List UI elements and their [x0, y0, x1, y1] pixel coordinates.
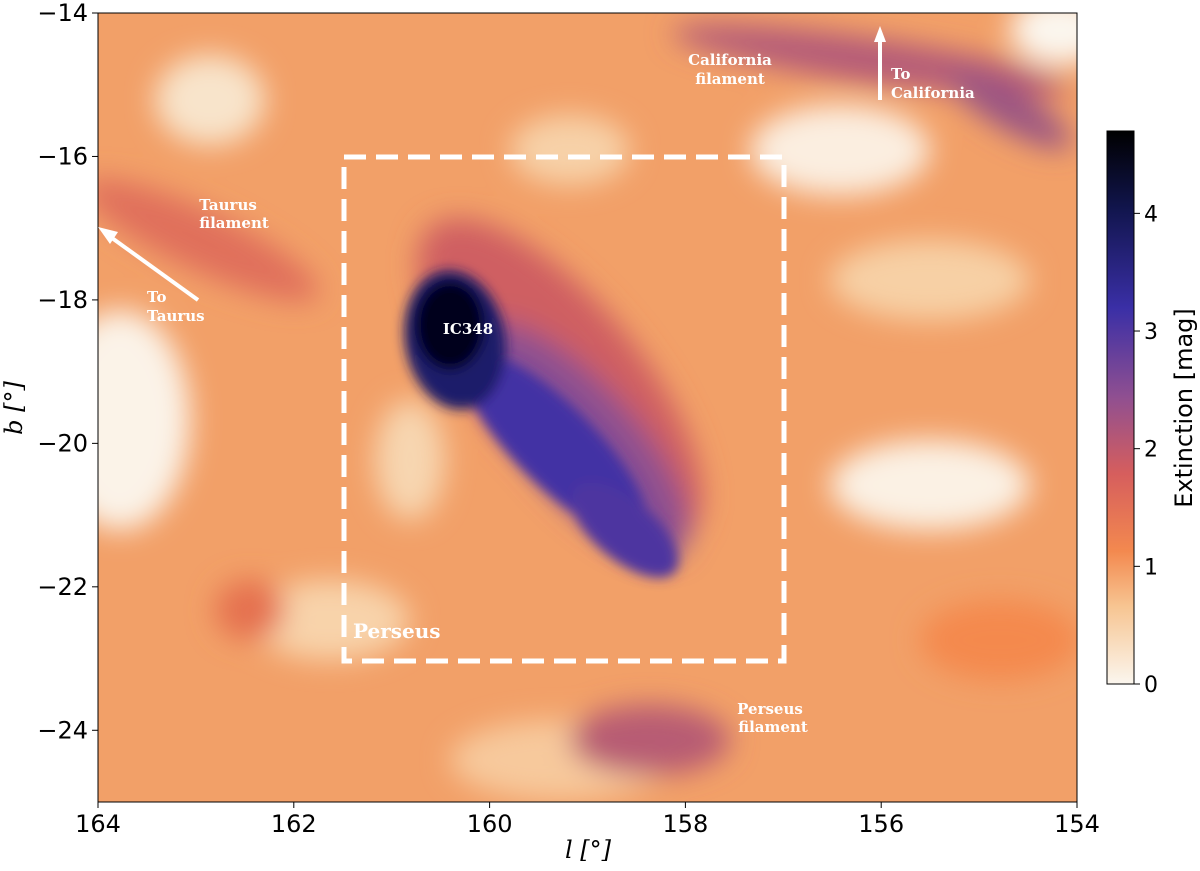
x-tick-label: 160 — [467, 810, 513, 838]
low-extinction-region — [750, 105, 930, 195]
perseus-ridge-south — [571, 482, 679, 578]
to-taurus-label-line2: Taurus — [147, 307, 205, 325]
arrow-to-california — [874, 26, 886, 100]
perseus-dense-core — [404, 270, 679, 578]
x-axis: 164 162 160 158 156 154 — [75, 802, 1100, 838]
y-tick-label: −22 — [37, 573, 88, 601]
colorbar-label: Extinction [mag] — [1170, 308, 1198, 508]
y-axis: −14 −16 −18 −20 −22 −24 — [37, 0, 98, 744]
x-tick-label: 158 — [662, 810, 708, 838]
ic348-core — [415, 280, 485, 370]
y-tick-label: −24 — [37, 716, 88, 744]
perseus-box-label: Perseus — [353, 619, 441, 643]
y-tick-label: −16 — [37, 142, 88, 170]
colorbar: 0 1 2 3 4 Extinction [mag] — [1106, 130, 1198, 698]
y-tick-label: −14 — [37, 0, 88, 27]
x-tick-label: 154 — [1054, 810, 1100, 838]
low-extinction-region — [375, 400, 445, 520]
california-filament-label-line1: California — [688, 51, 772, 69]
to-taurus-label-line1: To — [147, 288, 166, 306]
perseus-filament-label-line1: Perseus — [737, 700, 803, 718]
ic348-label: IC348 — [443, 320, 493, 338]
low-extinction-region — [830, 240, 1030, 320]
moderate-extinction-region — [920, 600, 1077, 680]
to-california-label-line1: To — [891, 65, 910, 83]
arrow-to-taurus — [98, 227, 200, 302]
to-california-label-line2: California — [891, 84, 975, 102]
colorbar-tick-label: 3 — [1144, 320, 1158, 345]
y-axis-label: b [°] — [0, 381, 28, 435]
colorbar-tick-label: 2 — [1144, 438, 1158, 463]
x-tick-label: 162 — [271, 810, 317, 838]
heatmap — [98, 13, 1077, 802]
moderate-extinction-region — [215, 580, 285, 640]
low-extinction-region — [155, 55, 265, 145]
perseus-filament-label-line2: filament — [738, 718, 808, 736]
colorbar-gradient — [1106, 130, 1135, 685]
colorbar-tick-label: 0 — [1144, 673, 1158, 698]
x-axis-label: l [°] — [565, 836, 612, 864]
colorbar-tick-label: 1 — [1144, 555, 1158, 580]
california-filament-region — [948, 70, 1072, 150]
low-extinction-region — [250, 580, 410, 660]
low-extinction-region — [510, 115, 630, 185]
low-extinction-region — [1010, 13, 1077, 65]
x-tick-label: 164 — [75, 810, 121, 838]
california-filament-label-line2: filament — [695, 70, 765, 88]
y-tick-label: −18 — [37, 286, 88, 314]
taurus-filament-label-line2: filament — [199, 214, 269, 232]
colorbar-tick-label: 4 — [1144, 202, 1158, 227]
plot-frame — [97, 12, 1078, 803]
taurus-filament-label-line1: Taurus — [199, 196, 257, 214]
low-extinction-region — [98, 310, 190, 530]
colorbar-ticks: 0 1 2 3 4 — [1134, 202, 1158, 698]
x-tick-label: 156 — [858, 810, 904, 838]
perseus-filament-region — [570, 705, 730, 775]
taurus-filament-region — [98, 178, 319, 302]
low-extinction-region — [830, 440, 1030, 530]
y-tick-label: −20 — [37, 429, 88, 457]
perseus-region-box — [341, 154, 787, 664]
